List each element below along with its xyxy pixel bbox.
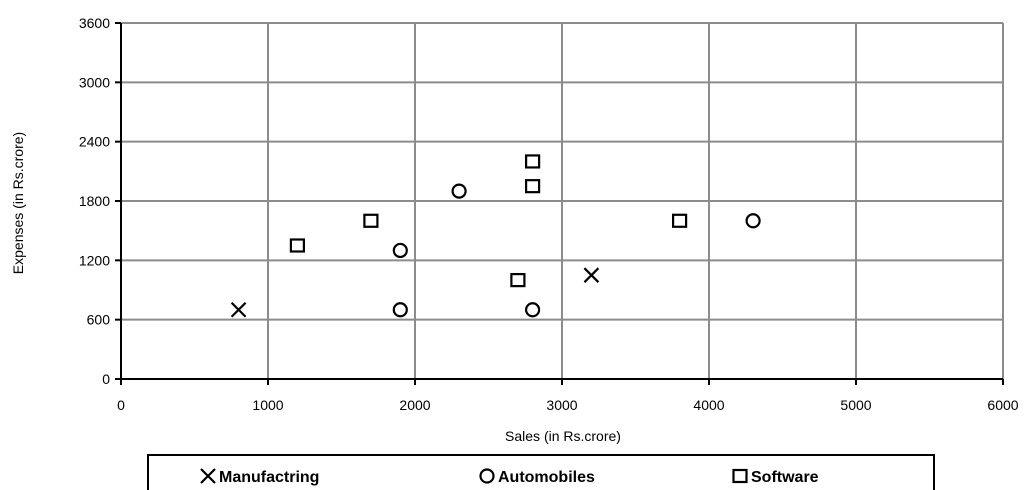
x-tick-label: 1000 [252,397,283,413]
legend-cross-icon [200,468,216,484]
data-point-square [289,238,305,253]
x-tick-label: 3000 [546,397,577,413]
x-axis-title: Sales (in Rs.crore) [505,428,621,444]
axes [115,22,1004,385]
x-tick-label: 6000 [987,397,1018,413]
data-point-square [510,273,526,288]
legend-label: Manufactring [219,469,319,486]
data-point-cross [583,267,600,283]
legend-square-icon [732,468,748,484]
y-tick-label: 1800 [79,193,110,209]
data-point-cross [230,301,247,318]
legend-box [147,454,935,490]
gridlines [121,22,1004,379]
legend-label: Software [751,469,819,486]
x-tick-label: 0 [117,397,125,413]
legend-circle-icon [479,468,495,484]
data-points [230,154,761,318]
y-tick-label: 2400 [79,134,110,150]
y-tick-label: 0 [102,371,110,387]
y-tick-label: 3000 [79,74,110,90]
tick-labels: 0 600 1200 1800 2400 3000 3600 0 1000 2000 3000 400… [79,15,1019,413]
data-point-circle [451,183,467,199]
data-point-circle [392,302,408,318]
data-point-circle [524,302,541,318]
y-tick-label: 3600 [79,15,110,31]
y-axis-title: Expenses (in Rs.crore) [10,132,26,274]
data-point-square [363,213,379,228]
legend-items: Manufactring Automobiles Software [200,468,819,486]
data-point-square [524,154,541,169]
x-tick-label: 4000 [693,397,724,413]
data-point-square [524,179,541,194]
data-point-circle [745,213,761,229]
data-point-square [671,213,688,228]
y-tick-label: 1200 [79,252,110,268]
x-tick-label: 2000 [399,397,430,413]
legend-label: Automobiles [498,469,595,486]
legend: Manufactring Automobiles Software [147,454,935,490]
data-point-circle [392,242,408,259]
x-tick-label: 5000 [840,397,871,413]
y-tick-label: 600 [87,312,111,328]
